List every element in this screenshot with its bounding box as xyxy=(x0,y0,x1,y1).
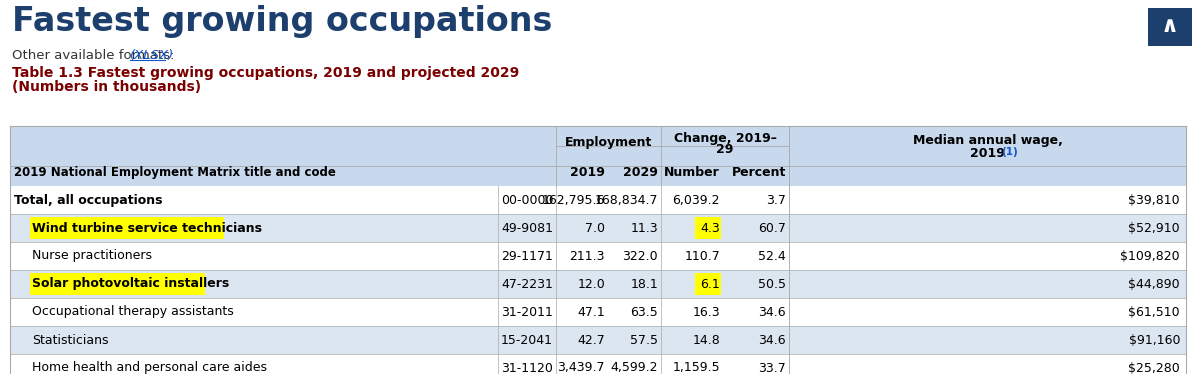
Text: 33.7: 33.7 xyxy=(758,362,786,374)
Bar xyxy=(1148,8,1192,46)
Text: Number: Number xyxy=(665,166,720,178)
Bar xyxy=(790,126,1186,186)
Bar xyxy=(10,270,1186,298)
Text: 6.1: 6.1 xyxy=(701,278,720,291)
Text: 168,834.7: 168,834.7 xyxy=(594,193,658,206)
Text: Percent: Percent xyxy=(732,166,786,178)
Text: 60.7: 60.7 xyxy=(758,221,786,234)
Text: $39,810: $39,810 xyxy=(1128,193,1180,206)
Text: 4.3: 4.3 xyxy=(701,221,720,234)
Text: 50.5: 50.5 xyxy=(758,278,786,291)
Bar xyxy=(30,217,223,239)
Text: 2019: 2019 xyxy=(970,147,1004,160)
Text: 31-1120: 31-1120 xyxy=(502,362,553,374)
Text: 11.3: 11.3 xyxy=(630,221,658,234)
Text: 4,599.2: 4,599.2 xyxy=(611,362,658,374)
Text: Nurse practitioners: Nurse practitioners xyxy=(32,249,152,263)
Text: 6,039.2: 6,039.2 xyxy=(672,193,720,206)
Bar xyxy=(695,217,721,239)
Text: 00-0000: 00-0000 xyxy=(502,193,553,206)
Text: 162,795.6: 162,795.6 xyxy=(541,193,605,206)
Text: Other available formats:: Other available formats: xyxy=(12,49,179,62)
Bar xyxy=(10,242,1186,270)
Text: $52,910: $52,910 xyxy=(1128,221,1180,234)
Text: 7.0: 7.0 xyxy=(586,221,605,234)
Text: Fastest growing occupations: Fastest growing occupations xyxy=(12,5,552,38)
Text: Change, 2019–: Change, 2019– xyxy=(673,132,776,145)
Text: 34.6: 34.6 xyxy=(758,334,786,346)
Text: 211.3: 211.3 xyxy=(570,249,605,263)
Text: 49-9081: 49-9081 xyxy=(502,221,553,234)
Text: 3,439.7: 3,439.7 xyxy=(558,362,605,374)
Bar xyxy=(10,298,1186,326)
Bar xyxy=(10,354,1186,374)
Text: 29: 29 xyxy=(716,143,733,156)
Text: Solar photovoltaic installers: Solar photovoltaic installers xyxy=(32,278,229,291)
Text: (Numbers in thousands): (Numbers in thousands) xyxy=(12,80,202,94)
Text: Employment: Employment xyxy=(565,136,652,149)
Text: $25,280: $25,280 xyxy=(1128,362,1180,374)
Text: Table 1.3 Fastest growing occupations, 2019 and projected 2029: Table 1.3 Fastest growing occupations, 2… xyxy=(12,66,520,80)
Text: Statisticians: Statisticians xyxy=(32,334,108,346)
Text: $61,510: $61,510 xyxy=(1128,306,1180,319)
Text: 31-2011: 31-2011 xyxy=(502,306,553,319)
Text: (1): (1) xyxy=(1001,147,1018,157)
Text: $91,160: $91,160 xyxy=(1128,334,1180,346)
Bar xyxy=(10,214,1186,242)
Bar xyxy=(10,126,1186,186)
Text: 34.6: 34.6 xyxy=(758,306,786,319)
Text: 3.7: 3.7 xyxy=(766,193,786,206)
Text: 14.8: 14.8 xyxy=(692,334,720,346)
Text: 16.3: 16.3 xyxy=(692,306,720,319)
Text: 47.1: 47.1 xyxy=(577,306,605,319)
Text: 52.4: 52.4 xyxy=(758,249,786,263)
Text: 110.7: 110.7 xyxy=(684,249,720,263)
Text: 2019 National Employment Matrix title and code: 2019 National Employment Matrix title an… xyxy=(14,166,336,178)
Bar xyxy=(10,326,1186,354)
Bar xyxy=(695,273,721,295)
Text: Total, all occupations: Total, all occupations xyxy=(14,193,162,206)
Text: 2019: 2019 xyxy=(570,166,605,178)
Text: Median annual wage,: Median annual wage, xyxy=(912,134,1062,147)
Text: 18.1: 18.1 xyxy=(630,278,658,291)
Text: 63.5: 63.5 xyxy=(630,306,658,319)
Text: 322.0: 322.0 xyxy=(623,249,658,263)
Text: (XLSX): (XLSX) xyxy=(130,49,174,62)
Text: 15-2041: 15-2041 xyxy=(502,334,553,346)
Text: 2029: 2029 xyxy=(623,166,658,178)
Text: $44,890: $44,890 xyxy=(1128,278,1180,291)
Text: 47-2231: 47-2231 xyxy=(502,278,553,291)
Text: Home health and personal care aides: Home health and personal care aides xyxy=(32,362,266,374)
Text: 1,159.5: 1,159.5 xyxy=(672,362,720,374)
Text: 42.7: 42.7 xyxy=(577,334,605,346)
Text: $109,820: $109,820 xyxy=(1121,249,1180,263)
Text: 57.5: 57.5 xyxy=(630,334,658,346)
Bar xyxy=(30,273,205,295)
Bar xyxy=(10,186,1186,214)
Text: Wind turbine service technicians: Wind turbine service technicians xyxy=(32,221,262,234)
Text: Occupational therapy assistants: Occupational therapy assistants xyxy=(32,306,234,319)
Text: 12.0: 12.0 xyxy=(577,278,605,291)
Text: ∧: ∧ xyxy=(1160,16,1180,36)
Text: 29-1171: 29-1171 xyxy=(502,249,553,263)
